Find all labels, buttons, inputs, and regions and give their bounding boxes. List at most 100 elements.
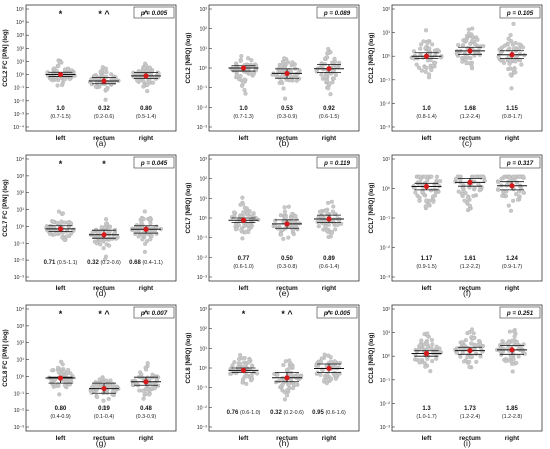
data-point — [142, 249, 147, 254]
group-right: 1.24 (0.9-1.7) right — [495, 174, 527, 292]
data-point — [330, 209, 335, 214]
data-point — [326, 46, 331, 52]
data-point — [428, 369, 433, 374]
panel-letter: (c) — [462, 138, 472, 148]
group-left: 1.0 (0.7-1.3) left — [228, 54, 259, 142]
data-point — [469, 341, 474, 346]
data-point — [464, 346, 469, 351]
data-point — [62, 220, 67, 225]
group-left: * 0.71 (0.5-1.1) left — [44, 159, 78, 292]
data-point — [418, 342, 423, 347]
data-point — [327, 81, 332, 86]
data-point — [286, 382, 291, 387]
data-point — [144, 63, 149, 68]
iqr-range: (1.2-2.8) — [502, 414, 523, 420]
data-point — [519, 62, 524, 67]
data-point — [417, 195, 422, 200]
data-point — [467, 359, 472, 364]
p-value: p = 0.005 — [140, 10, 168, 17]
data-point — [282, 56, 287, 61]
category-label: rectum — [459, 435, 481, 442]
median-value: 0.77 — [238, 256, 250, 262]
median-marker — [326, 365, 332, 372]
y-tick-label: 10⁻² — [197, 105, 208, 111]
p-value-box — [499, 6, 541, 19]
data-point — [245, 211, 250, 216]
panel-letter: (f) — [463, 288, 471, 298]
data-point — [244, 374, 249, 379]
data-point — [499, 176, 504, 181]
median-value: 0.53 — [281, 106, 293, 112]
y-tick-label: 10⁻² — [14, 99, 25, 105]
data-point — [318, 372, 323, 377]
data-point — [316, 224, 321, 229]
data-point — [471, 331, 476, 336]
panel-a: CCL2 FC [P/N] (log) 10⁵ 10⁴ 10³ 10² 10¹ 10⁰ 10⁻… — [2, 4, 177, 148]
data-point — [57, 392, 62, 397]
y-tick-label: 10⁵ — [16, 7, 24, 13]
data-point — [481, 44, 486, 49]
data-point — [66, 220, 71, 225]
data-point — [141, 84, 146, 89]
y-tick-label: 10⁻³ — [197, 425, 208, 431]
data-point — [234, 370, 239, 376]
median-marker — [284, 70, 290, 77]
data-point — [240, 195, 245, 200]
y-axis-label: CCL2 FC [P/N] (log) — [2, 29, 9, 86]
y-tick-label: 10⁻² — [380, 101, 391, 107]
data-point — [249, 373, 254, 378]
data-point — [426, 202, 431, 208]
data-point — [516, 354, 521, 359]
data-point — [325, 78, 330, 83]
data-point — [499, 352, 504, 357]
p-value-box — [316, 156, 358, 169]
data-point — [434, 356, 439, 361]
data-point — [417, 174, 422, 179]
data-point — [62, 77, 67, 82]
data-point — [48, 231, 53, 237]
data-point — [496, 54, 501, 59]
data-point — [339, 221, 344, 226]
data-point — [246, 360, 251, 365]
iqr-range: (0.3-0.9) — [277, 114, 298, 120]
data-point — [508, 208, 514, 213]
data-point — [461, 359, 467, 364]
data-point — [324, 381, 329, 386]
data-point — [290, 228, 295, 233]
data-point — [56, 369, 61, 374]
data-point — [429, 67, 434, 73]
data-point — [279, 64, 284, 69]
y-tick-label: 10⁻³ — [14, 275, 25, 281]
data-point — [141, 396, 146, 401]
p-value: p = 0.045 — [140, 160, 168, 167]
data-point — [281, 60, 286, 65]
data-point — [421, 39, 426, 44]
data-point — [507, 46, 512, 51]
data-point — [475, 342, 480, 348]
data-point — [481, 174, 486, 179]
y-tick-label: 10¹ — [200, 346, 208, 352]
data-point — [156, 383, 161, 388]
data-point — [281, 236, 286, 241]
data-point — [94, 227, 99, 232]
data-point — [463, 338, 468, 343]
median-summary: 0.32 (0.2-0.6) — [270, 410, 304, 416]
y-tick-label: 10² — [200, 327, 208, 333]
category-label: left — [56, 135, 67, 142]
data-point — [239, 228, 244, 233]
y-tick-label: 10² — [200, 177, 208, 183]
median-summary: 0.32 (0.2-0.6) — [87, 260, 121, 266]
category-label: left — [239, 435, 250, 442]
data-point — [429, 174, 434, 179]
y-tick-label: 10⁻⁴ — [13, 125, 24, 131]
median-marker — [143, 73, 149, 79]
panel-h: CCL8 [NRQ] (log) 10³ 10² 10¹ 10⁰ 10⁻¹ 10⁻² 10⁻³… — [185, 304, 360, 448]
data-point — [297, 70, 302, 75]
data-point — [60, 82, 65, 88]
data-point — [430, 359, 435, 364]
panel-letter: (i) — [463, 438, 471, 448]
data-point — [234, 74, 239, 79]
data-point — [107, 232, 112, 237]
data-point — [329, 376, 334, 382]
data-point — [514, 360, 519, 365]
